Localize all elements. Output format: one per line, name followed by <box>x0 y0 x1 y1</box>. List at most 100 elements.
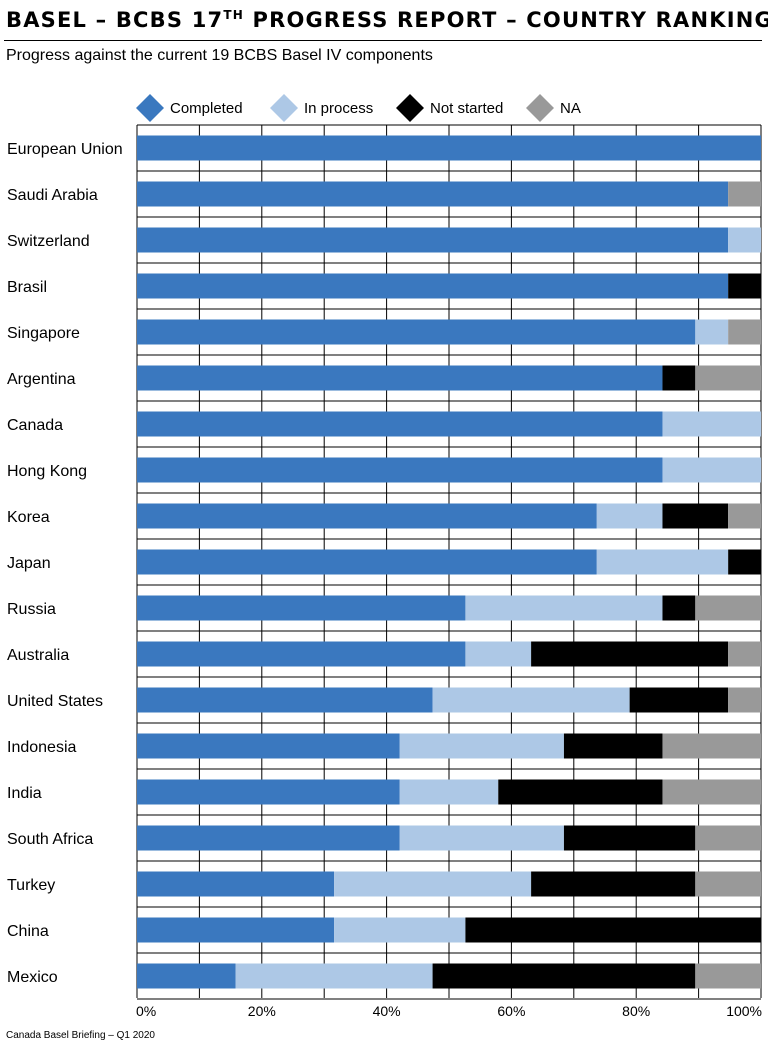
bar-segment-not-started <box>498 779 663 805</box>
bar-segment-in-process <box>695 319 729 345</box>
title-rest: PROGRESS REPORT – COUNTRY RANKING <box>243 8 768 32</box>
bar-segment-completed <box>137 687 433 713</box>
legend-label-in-process: In process <box>304 100 373 117</box>
bar-segment-na <box>662 779 761 805</box>
bar-segment-not-started <box>728 273 761 299</box>
category-label: Mexico <box>7 969 58 986</box>
category-label: Indonesia <box>7 739 76 756</box>
category-label: United States <box>7 693 103 710</box>
bar-segment-na <box>728 181 761 207</box>
bar-segment-in-process <box>399 825 564 851</box>
bar-segment-na <box>728 319 761 345</box>
category-label: Singapore <box>7 325 80 342</box>
legend-marker-in-process <box>270 94 298 122</box>
category-label: South Africa <box>7 831 93 848</box>
category-label: Korea <box>7 509 50 526</box>
bar-segment-completed <box>137 181 729 207</box>
category-label: India <box>7 785 42 802</box>
bar-segment-na <box>728 641 761 667</box>
category-label: Switzerland <box>7 233 90 250</box>
bar-segment-na <box>728 687 761 713</box>
category-label: Saudi Arabia <box>7 187 98 204</box>
bar-segment-not-started <box>465 917 761 943</box>
bar-segment-na <box>662 733 761 759</box>
bar-segment-in-process <box>235 963 433 989</box>
bar-segment-completed <box>137 549 597 575</box>
x-tick-label: 80% <box>622 1003 650 1019</box>
bar-segment-na <box>695 825 761 851</box>
bar-segment-in-process <box>596 503 663 529</box>
chart-subtitle: Progress against the current 19 BCBS Bas… <box>6 47 433 64</box>
category-label: Argentina <box>7 371 76 388</box>
bar-segment-completed <box>137 825 400 851</box>
bar-segment-completed <box>137 503 597 529</box>
bar-segment-not-started <box>531 871 696 897</box>
bar-segment-completed <box>137 319 696 345</box>
x-tick-label: 40% <box>373 1003 401 1019</box>
category-label: China <box>7 923 49 940</box>
bar-segment-in-process <box>662 457 761 483</box>
category-label: Japan <box>7 555 51 572</box>
bar-segment-not-started <box>531 641 729 667</box>
bar-segment-na <box>695 963 761 989</box>
legend-label-completed: Completed <box>170 100 243 117</box>
category-label: Turkey <box>7 877 55 894</box>
bar-segment-in-process <box>728 227 761 253</box>
bar-segment-na <box>728 503 761 529</box>
bar-segment-not-started <box>662 503 729 529</box>
bar-segment-not-started <box>563 733 663 759</box>
legend-label-not-started: Not started <box>430 100 503 117</box>
bar-segment-in-process <box>432 687 630 713</box>
legend-marker-completed <box>136 94 164 122</box>
bar-segment-not-started <box>432 963 696 989</box>
bar-segment-in-process <box>399 733 564 759</box>
bar-segment-not-started <box>563 825 696 851</box>
bar-segment-completed <box>137 227 729 253</box>
bar-segment-in-process <box>334 917 466 943</box>
title-superscript: TH <box>223 8 244 22</box>
bar-segment-na <box>695 871 761 897</box>
bar-segment-na <box>695 595 761 621</box>
category-label: Canada <box>7 417 63 434</box>
bar-segment-in-process <box>596 549 729 575</box>
bar-segment-completed <box>137 963 236 989</box>
bar-segment-in-process <box>399 779 499 805</box>
bar-segment-completed <box>137 871 335 897</box>
bar-segment-completed <box>137 641 466 667</box>
source-footnote: Canada Basel Briefing – Q1 2020 <box>6 1030 155 1041</box>
category-label: Russia <box>7 601 56 618</box>
category-label: Brasil <box>7 279 47 296</box>
bar-segment-not-started <box>662 595 696 621</box>
bar-segment-in-process <box>334 871 532 897</box>
category-label: European Union <box>7 141 123 158</box>
legend-marker-na <box>526 94 554 122</box>
bar-segment-completed <box>137 273 729 299</box>
bar-segment-completed <box>137 595 466 621</box>
title-rule <box>4 40 762 41</box>
legend-label-na: NA <box>560 100 581 117</box>
title-main: BASEL – BCBS 17 <box>6 8 224 32</box>
bar-segment-completed <box>137 411 663 437</box>
category-label: Australia <box>7 647 69 664</box>
bar-segment-in-process <box>465 641 532 667</box>
legend-marker-not-started <box>396 94 424 122</box>
bar-segment-completed <box>137 365 663 391</box>
bar-segment-not-started <box>728 549 761 575</box>
chart-title: BASEL – BCBS 17TH PROGRESS REPORT – COUN… <box>6 8 768 32</box>
bar-segment-completed <box>137 917 335 943</box>
x-tick-label: 0% <box>136 1003 156 1019</box>
bar-segment-in-process <box>465 595 663 621</box>
bar-segment-completed <box>137 135 761 161</box>
bar-segment-not-started <box>629 687 729 713</box>
x-tick-label: 100% <box>726 1003 762 1019</box>
bar-segment-completed <box>137 457 663 483</box>
bar-segment-not-started <box>662 365 696 391</box>
x-tick-label: 60% <box>497 1003 525 1019</box>
bar-segment-completed <box>137 733 400 759</box>
bar-segment-completed <box>137 779 400 805</box>
bar-segment-na <box>695 365 761 391</box>
category-label: Hong Kong <box>7 463 87 480</box>
bar-segment-in-process <box>662 411 761 437</box>
x-tick-label: 20% <box>248 1003 276 1019</box>
